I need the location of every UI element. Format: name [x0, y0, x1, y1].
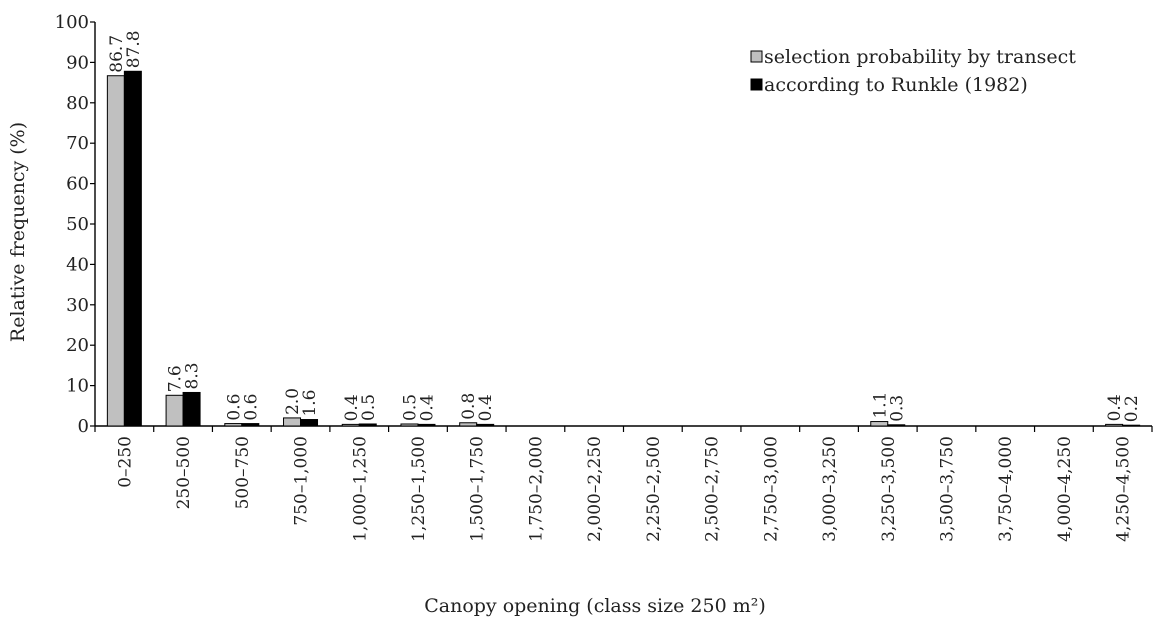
value-labels: 86.787.87.68.30.60.6 2.01.6 0.40.5 0.50.4 0.… — [107, 30, 1142, 422]
x-category-label: 2,500–2,750 — [703, 436, 723, 542]
bar-series-1 — [224, 423, 243, 427]
y-tick-label: 0 — [78, 416, 89, 437]
x-category-label: 3,250–3,500 — [879, 436, 899, 542]
legend-swatch — [750, 50, 763, 63]
bar-series-2 — [358, 423, 377, 427]
x-category-label: 2,250–2,500 — [644, 436, 664, 542]
x-category-label: 2,750–3,000 — [761, 436, 781, 542]
y-tick-label: 40 — [66, 254, 89, 275]
bar-series-1 — [459, 422, 478, 427]
bar-value-label: 0.4 — [476, 394, 496, 421]
bar-series-2 — [1122, 424, 1141, 427]
y-tick-label: 20 — [66, 335, 89, 356]
legend-swatch — [750, 78, 763, 91]
y-axis-title: Relative frequency (%) — [7, 122, 29, 342]
x-category-label: 1,750–2,000 — [526, 436, 546, 542]
bar-series-1 — [341, 423, 360, 427]
bar-value-label: 2.0 — [283, 388, 303, 415]
bar-series-1 — [870, 421, 889, 427]
legend-label: according to Runkle (1982) — [764, 74, 1028, 96]
x-category-label: 4,000–4,250 — [1055, 436, 1075, 542]
bar-value-label: 1.1 — [870, 392, 890, 419]
x-axis: 0–250 250–500 500–750 750–1,000 1,000–1,250 1… — [94, 425, 1153, 542]
y-tick-label: 30 — [66, 295, 89, 316]
y-axis: 0 10 20 30 40 50 60 70 80 90 100 — [55, 12, 96, 437]
x-category-label: 3,000–3,250 — [820, 436, 840, 542]
x-category-label: 0–250 — [115, 436, 135, 488]
bar-value-label: 0.4 — [342, 394, 362, 421]
bars — [106, 70, 1141, 427]
bar-value-label: 0.4 — [417, 394, 437, 421]
bar-series-2 — [476, 423, 495, 427]
x-category-label: 3,500–3,750 — [937, 436, 957, 542]
bar-value-label: 1.6 — [300, 389, 320, 416]
bar-series-1 — [400, 423, 419, 427]
legend: selection probability by transect accordi… — [750, 46, 1076, 96]
bar-value-label: 7.6 — [166, 365, 186, 392]
x-axis-title: Canopy opening (class size 250 m²) — [424, 595, 766, 617]
y-tick-label: 10 — [66, 376, 89, 397]
y-tick-label: 100 — [55, 12, 89, 33]
bar-value-label: 0.5 — [359, 394, 379, 421]
x-category-label: 500–750 — [233, 436, 253, 509]
y-tick-label: 70 — [66, 133, 89, 154]
bar-value-label: 0.2 — [1122, 395, 1142, 422]
bar-series-2 — [123, 70, 142, 427]
legend-label: selection probability by transect — [764, 46, 1076, 68]
bar-value-label: 0.8 — [459, 393, 479, 420]
bar-series-1 — [165, 394, 184, 427]
bar-value-label: 86.7 — [107, 35, 127, 73]
bar-series-1 — [106, 75, 125, 427]
bar-value-label: 0.3 — [887, 395, 907, 422]
x-category-label: 2,000–2,250 — [585, 436, 605, 542]
x-category-label: 4,250–4,500 — [1114, 436, 1134, 542]
bar-series-1 — [283, 417, 302, 427]
x-category-label: 1,250–1,500 — [409, 436, 429, 542]
x-category-label: 250–500 — [174, 436, 194, 509]
x-category-label: 3,750–4,000 — [996, 436, 1016, 542]
y-tick-label: 80 — [66, 93, 89, 114]
bar-series-2 — [182, 391, 201, 427]
bar-series-2 — [417, 423, 436, 427]
bar-value-label: 0.6 — [241, 394, 261, 421]
x-category-label: 1,500–1,750 — [468, 436, 488, 542]
bar-value-label: 0.5 — [400, 394, 420, 421]
x-category-label: 750–1,000 — [292, 436, 312, 526]
bar-value-label: 8.3 — [183, 362, 203, 389]
bar-value-label: 0.4 — [1105, 394, 1125, 421]
bar-value-label: 0.6 — [224, 394, 244, 421]
bar-value-label: 87.8 — [124, 30, 144, 68]
bar-series-2 — [300, 419, 319, 427]
bar-series-2 — [887, 424, 906, 427]
bar-series-2 — [241, 423, 260, 427]
bar-series-1 — [1105, 423, 1124, 427]
y-tick-label: 90 — [66, 52, 89, 73]
y-tick-label: 50 — [66, 214, 89, 235]
x-category-label: 1,000–1,250 — [350, 436, 370, 542]
y-tick-label: 60 — [66, 174, 89, 195]
